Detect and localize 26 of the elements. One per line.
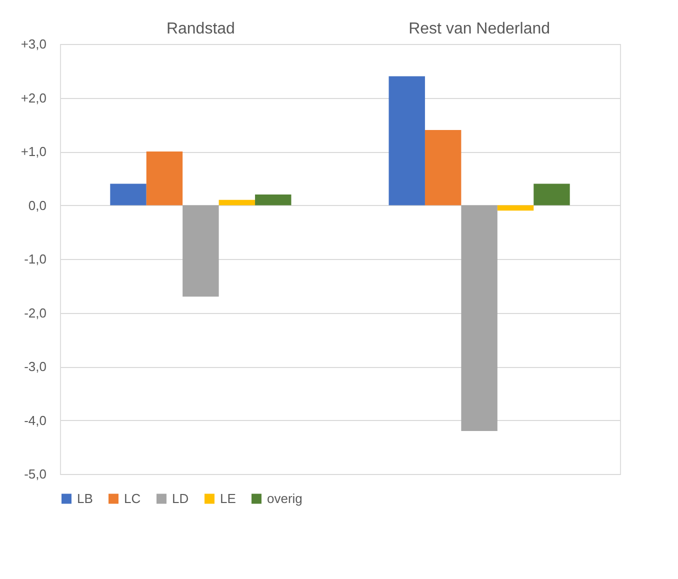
bar — [461, 205, 498, 431]
bar — [110, 184, 146, 206]
bar — [497, 205, 534, 211]
legend-label: LD — [172, 490, 189, 506]
y-tick-label: -3,0 — [24, 359, 46, 374]
bar — [388, 76, 425, 206]
bar — [255, 194, 292, 206]
y-tick-label: -1,0 — [24, 252, 46, 266]
y-tick-label: -2,0 — [24, 305, 46, 320]
legend-label: LB — [77, 490, 93, 506]
bar — [146, 152, 183, 206]
bar — [534, 184, 570, 206]
legend-label: LC — [124, 490, 141, 506]
y-tick-label: 0,0 — [28, 198, 46, 213]
y-tick-label: -5,0 — [24, 466, 46, 482]
y-tick-label: +1,0 — [20, 144, 46, 159]
legend-label: overig — [267, 490, 302, 506]
bar — [182, 205, 219, 297]
x-tick-label: Randstad — [166, 20, 235, 38]
y-tick-label: -4,0 — [24, 412, 46, 428]
bar — [424, 130, 462, 206]
x-tick-label: Rest van Nederland — [408, 20, 550, 38]
bar — [218, 200, 256, 206]
legend-label: LE — [220, 490, 236, 506]
y-tick-label: +2,0 — [20, 90, 46, 106]
y-tick-label: +3,0 — [20, 36, 46, 52]
